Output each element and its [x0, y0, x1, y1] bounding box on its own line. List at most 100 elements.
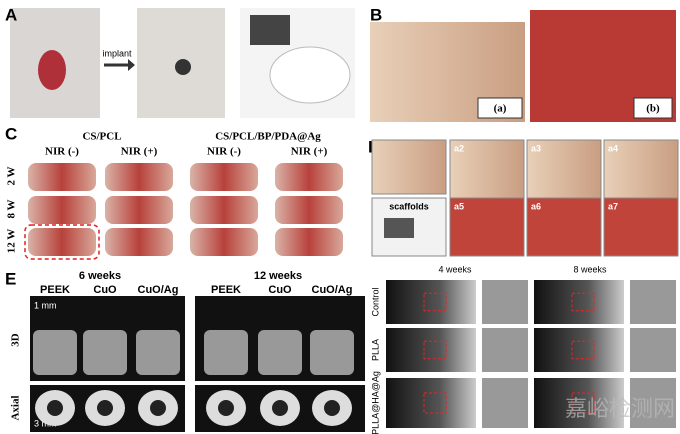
ct-3d-sample: [83, 330, 127, 375]
mouse: [269, 46, 351, 104]
condition-label: NIR (-): [45, 146, 79, 158]
panel-b: B (a) (b): [370, 5, 676, 122]
column-label: PEEK: [40, 284, 70, 296]
bone-photo: [190, 228, 258, 256]
xray-zoom: [482, 280, 528, 324]
roi: [571, 392, 595, 414]
wound: [38, 50, 66, 90]
row-label: Control: [370, 287, 380, 316]
sub-label-box: [477, 97, 523, 119]
ct-3d-sample: [204, 330, 248, 375]
roi: [423, 392, 447, 414]
tile-label: a4: [608, 143, 618, 153]
ct-3d-sample: [310, 330, 354, 375]
sub-label: (b): [646, 103, 660, 115]
panel-label: C: [5, 124, 17, 143]
xray-zoom: [630, 328, 676, 372]
xray: [534, 328, 624, 372]
ct-axial-core: [218, 400, 234, 416]
bone-photo: [105, 163, 173, 191]
row-label: 2 W: [6, 166, 18, 185]
ct-3d-sample: [258, 330, 302, 375]
panel-label: A: [5, 5, 17, 24]
tile-label: scaffolds: [389, 201, 429, 211]
xray-zoom: [482, 328, 528, 372]
photo-tile: [603, 197, 679, 257]
condition-label: NIR (-): [207, 146, 241, 158]
arrow-head: [128, 59, 135, 71]
xray: [386, 328, 476, 372]
timepoint: 12 weeks: [254, 270, 302, 282]
roi: [571, 292, 595, 312]
roi: [423, 340, 447, 360]
highlight: [24, 224, 100, 260]
ct-axial-core: [150, 400, 166, 416]
tile-label: a6: [531, 201, 541, 211]
row-label: 3D: [10, 333, 22, 347]
bone-photo: [190, 163, 258, 191]
timepoint: 6 weeks: [79, 270, 121, 282]
row-label: Axial: [10, 395, 22, 420]
tile-label: a3: [531, 143, 541, 153]
photo-tile: [526, 197, 602, 257]
photo-tile: [526, 139, 602, 199]
xray: [534, 280, 624, 324]
bone-photo: [28, 196, 96, 224]
watermark: 嘉峪检测网: [565, 397, 675, 422]
column-label: CuO: [93, 284, 117, 296]
group-label: CS/PCL: [82, 131, 121, 143]
bone-photo: [28, 163, 96, 191]
photo-tile: [371, 139, 447, 195]
panel-c: C CS/PCL CS/PCL/BP/PDA@Ag NIR (-) NIR (+)…: [5, 124, 343, 260]
xray-zoom: [482, 378, 528, 428]
ct-3d-sample: [33, 330, 77, 375]
roi: [571, 340, 595, 360]
xray-zoom: [630, 378, 676, 428]
column-label: PEEK: [211, 284, 241, 296]
panel-label: E: [5, 269, 16, 288]
tile-label: a7: [608, 201, 618, 211]
row-label: PLLA@HA@Ag: [370, 371, 380, 434]
scaffold: [250, 15, 290, 45]
column-label: CuO: [268, 284, 292, 296]
row-label: 8 W: [6, 199, 18, 218]
scaffold: [384, 218, 414, 238]
column-label: CuO/Ag: [312, 284, 353, 296]
xray: [386, 280, 476, 324]
ct-axial-core: [272, 400, 288, 416]
timepoint: 4 weeks: [438, 264, 472, 274]
column-label: CuO/Ag: [138, 284, 179, 296]
bone-photo: [105, 196, 173, 224]
ct-3d-sample: [136, 330, 180, 375]
ct-axial-core: [47, 400, 63, 416]
tile-label: a5: [454, 201, 464, 211]
scale-bar: 1 mm: [34, 300, 57, 310]
ct-axial-core: [324, 400, 340, 416]
xray-zoom: [630, 280, 676, 324]
panel-e: E 6 weeks 12 weeks 1 mm 3 mm 3D Axial PE…: [5, 269, 365, 432]
timepoint: 8 weeks: [573, 264, 607, 274]
bone-photo: [105, 228, 173, 256]
photo-tile: [449, 197, 525, 257]
xray: [534, 378, 624, 428]
sub-label-box: [633, 97, 673, 119]
condition-label: NIR (+): [121, 146, 158, 158]
roi: [423, 292, 447, 312]
bone-photo: [190, 196, 258, 224]
panel-xray: 4 weeks 8 weeks Control PLLA PLLA@HA@Ag: [370, 264, 676, 434]
tile-label: a2: [454, 143, 464, 153]
panel-label: B: [370, 5, 382, 24]
row-label: 12 W: [6, 229, 18, 254]
condition-label: NIR (+): [291, 146, 328, 158]
bone-photo: [28, 228, 96, 256]
xray: [386, 378, 476, 428]
photo-tile: [603, 139, 679, 199]
group-label: CS/PCL/BP/PDA@Ag: [215, 131, 321, 143]
bone-photo: [275, 228, 343, 256]
row-label: PLLA: [370, 339, 380, 361]
implant: [175, 59, 191, 75]
ct-axial-core: [97, 400, 113, 416]
arrow-label: implant: [102, 48, 132, 58]
